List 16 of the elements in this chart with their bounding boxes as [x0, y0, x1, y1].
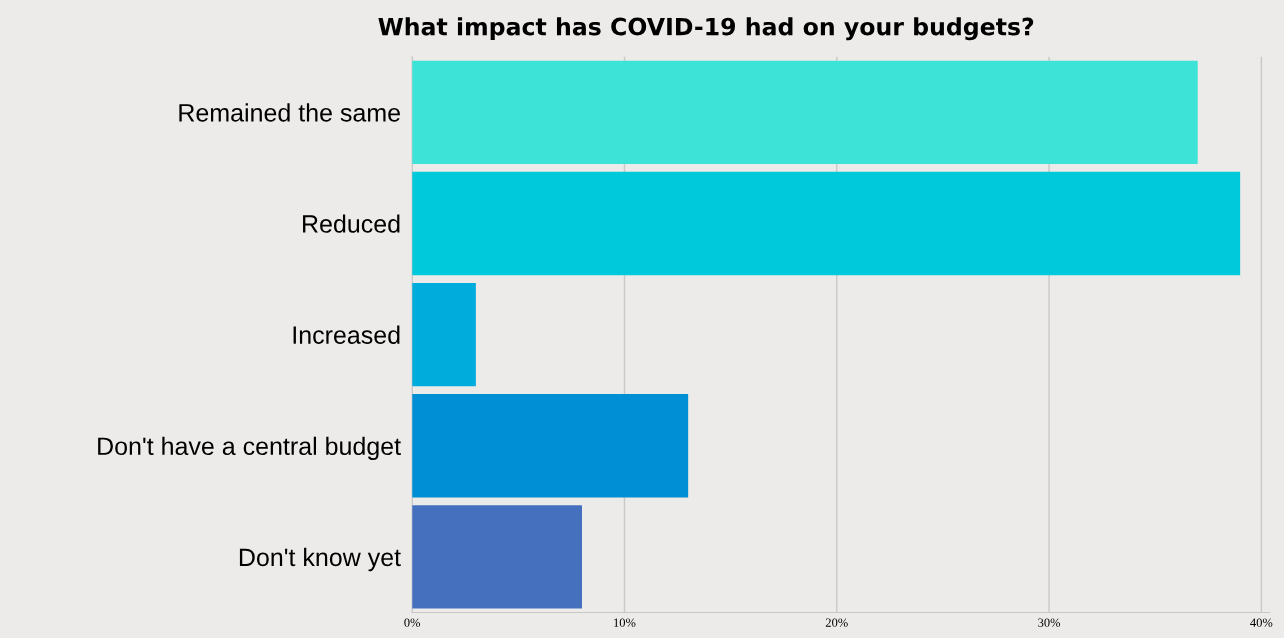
y-tick-label: Increased — [293, 325, 400, 344]
bar — [412, 282, 476, 387]
x-tick-label: 0% — [404, 618, 421, 627]
x-tick-label: 20% — [825, 618, 848, 627]
x-tick-label: 30% — [1038, 618, 1061, 627]
bar — [412, 171, 1241, 276]
y-tick-label: Don't know yet — [239, 547, 401, 572]
x-tick-label: 40% — [1250, 618, 1273, 627]
y-tick-label: Reduced — [303, 214, 400, 233]
bar — [412, 505, 583, 609]
bar — [412, 60, 1198, 165]
x-tick-label: 10% — [614, 618, 636, 627]
bar — [412, 394, 689, 498]
y-tick-label: Don't have a central budget — [98, 436, 401, 461]
chart-title: What impact has COVID-19 had on your budgets? — [378, 17, 1034, 41]
y-tick-label: Remained the same — [179, 103, 400, 122]
